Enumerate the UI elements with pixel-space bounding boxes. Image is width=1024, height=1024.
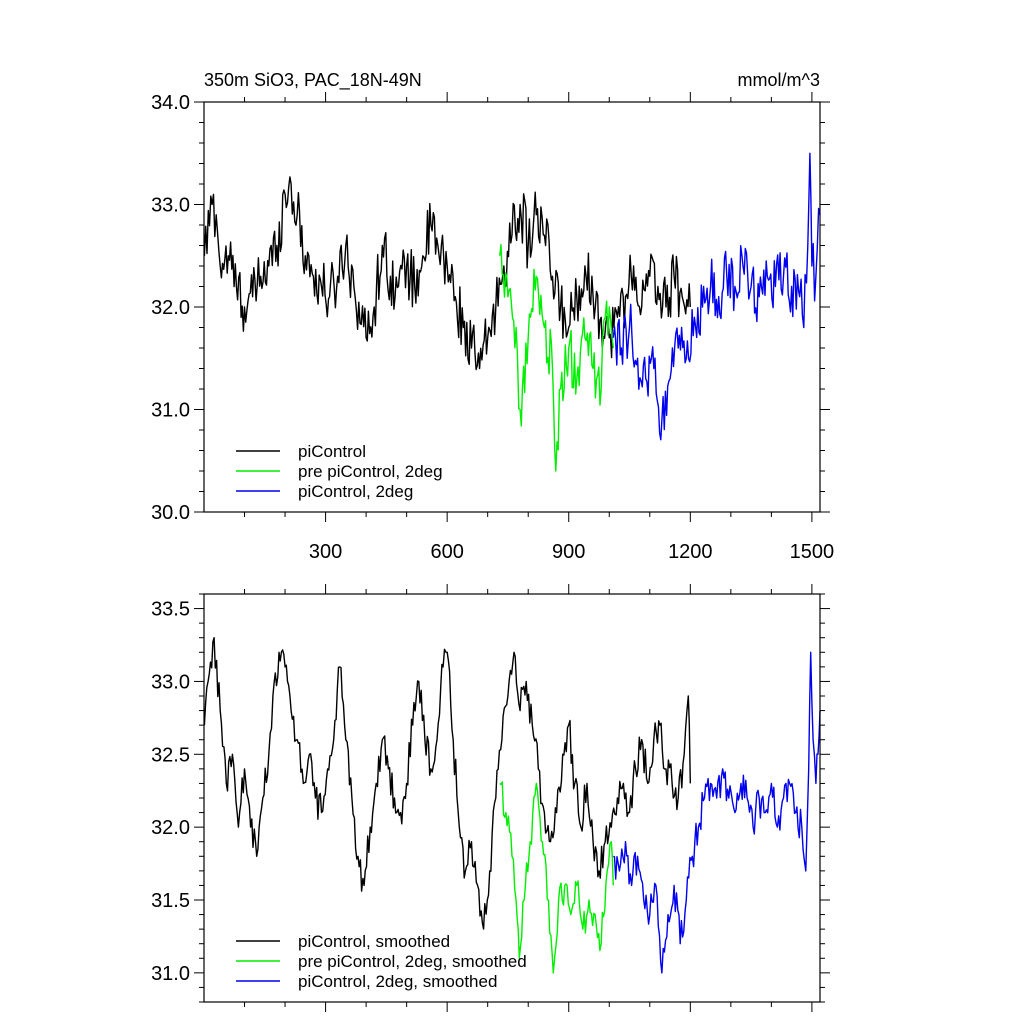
y-tick-label: 31.0 — [151, 963, 190, 985]
y-tick-label: 31.0 — [151, 400, 190, 422]
series-line-pre-picontrol-2deg — [499, 243, 614, 472]
x-tick-label: 300 — [309, 541, 342, 563]
y-tick-label: 32.0 — [151, 817, 190, 839]
bottom-ticks: 31.0 31.5 32.0 32.5 33.0 33.5 — [151, 584, 830, 1012]
x-tick-label: 600 — [430, 541, 463, 563]
y-tick-label: 32.0 — [151, 297, 190, 319]
y-tick-label: 32.5 — [151, 744, 190, 766]
top-legend: piControl pre piControl, 2deg piControl,… — [236, 442, 443, 501]
legend-label-pre-piControl-2deg-smoothed: pre piControl, 2deg, smoothed — [298, 952, 527, 971]
bottom-series-group — [203, 637, 821, 974]
y-tick-label: 33.5 — [151, 599, 190, 621]
y-tick-label: 34.0 — [151, 92, 190, 114]
series-line-picontrol — [203, 176, 691, 371]
top-series-group — [203, 152, 821, 472]
units-label: mmol/m^3 — [738, 70, 820, 90]
legend-label-piControl-2deg-smoothed: piControl, 2deg, smoothed — [298, 972, 497, 991]
bottom-plot-frame — [203, 593, 821, 1003]
series-line-picontrol-2deg — [612, 152, 821, 441]
legend-label-piControl: piControl — [298, 442, 366, 461]
y-tick-label: 30.0 — [151, 502, 190, 524]
legend-label-piControl-smoothed: piControl, smoothed — [298, 932, 450, 951]
x-tick-label: 1500 — [790, 541, 835, 563]
bottom-legend: piControl, smoothed pre piControl, 2deg,… — [236, 932, 527, 991]
y-tick-label: 31.5 — [151, 890, 190, 912]
bottom-panel: 31.0 31.5 32.0 32.5 33.0 33.5 piControl, smoo… — [151, 584, 830, 1012]
top-ticks: 30.0 31.0 32.0 33.0 34.0 300 600 900 1200 1500 — [151, 92, 834, 563]
x-tick-label: 1200 — [668, 541, 713, 563]
y-tick-label: 33.0 — [151, 195, 190, 217]
top-plot-frame — [203, 101, 821, 513]
y-tick-label: 33.0 — [151, 671, 190, 693]
chart-title: 350m SiO3, PAC_18N-49N — [204, 70, 422, 91]
legend-label-pre-piControl-2deg: pre piControl, 2deg — [298, 462, 443, 481]
series-line-picontrol-smoothed — [203, 637, 691, 930]
top-panel: 350m SiO3, PAC_18N-49N mmol/m^3 30.0 31.0… — [151, 70, 834, 563]
x-tick-label: 900 — [552, 541, 585, 563]
series-line-picontrol-2deg-smoothed — [613, 651, 821, 974]
legend-label-piControl-2deg: piControl, 2deg — [298, 482, 413, 501]
series-line-pre-picontrol-2deg-smoothed — [499, 781, 614, 974]
